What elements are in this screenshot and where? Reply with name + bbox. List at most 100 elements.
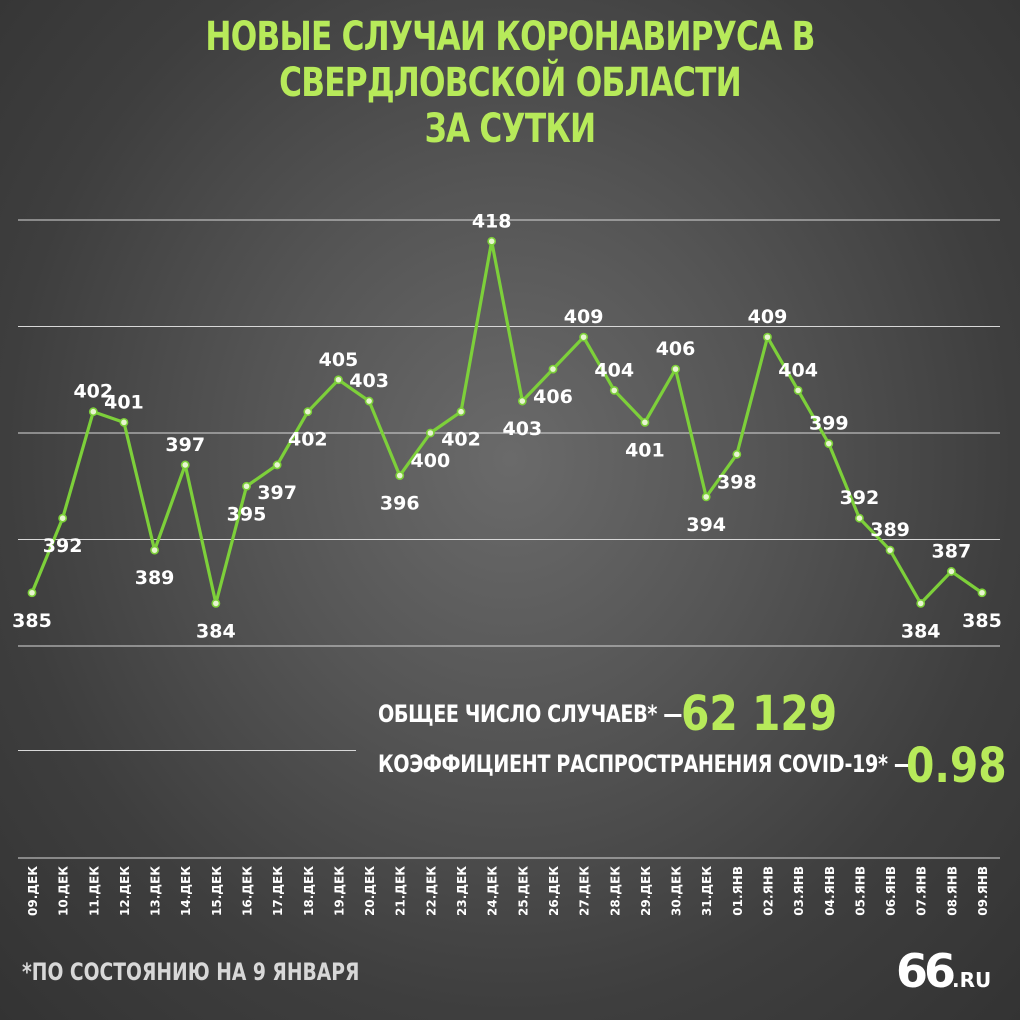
data-labels: 3853924024013893973843953974024054033964… [12,210,1002,642]
series-line [30,239,983,606]
data-label: 403 [502,418,542,440]
data-label: 409 [564,306,604,328]
data-point [425,428,435,438]
data-point [456,407,466,417]
data-label: 397 [165,434,205,456]
data-point [946,567,956,576]
total-cases-row: ОБЩЕЕ ЧИСЛО СЛУЧАЕВ* — 62 129 [378,686,837,742]
data-point [395,471,405,480]
chart-title-line1: НОВЫЕ СЛУЧАИ КОРОНАВИРУСА В СВЕРДЛОВСКОЙ… [205,14,815,106]
x-tick-label: 08.ЯНВ [945,866,959,916]
data-label: 404 [778,359,818,381]
rt-label: КОЭФФИЦИЕНТ РАСПРОСТРАНЕНИЯ COVID-19* — [378,750,913,778]
total-cases-label: ОБЩЕЕ ЧИСЛО СЛУЧАЕВ* — [378,700,683,728]
x-tick-label: 11.ДЕК [87,866,101,916]
x-tick-label: 30.ДЕК [670,866,684,916]
data-points [27,236,987,608]
x-tick-label: 26.ДЕК [547,866,561,916]
x-tick-label: 07.ЯНВ [915,866,929,916]
data-label: 397 [257,482,297,504]
x-tick-label: 31.ДЕК [700,866,714,916]
data-label: 399 [809,413,849,435]
series-line-group [30,239,983,606]
data-point [609,385,619,395]
data-point [793,385,803,395]
x-tick-label: 24.ДЕК [486,866,500,916]
data-label: 384 [196,620,236,642]
separator-line [18,750,356,751]
data-label: 401 [625,439,665,461]
data-label: 406 [656,338,696,360]
data-point [640,417,650,427]
x-tick-label: 14.ДЕК [179,866,193,916]
data-label: 403 [349,370,389,392]
x-tick-label: 10.ДЕК [57,866,71,916]
x-tick-label: 20.ДЕК [363,866,377,916]
data-label: 418 [472,210,512,232]
data-point [272,460,282,470]
logo-number: 66 [896,944,956,998]
x-tick-label: 16.ДЕК [241,866,255,916]
data-point [517,396,527,406]
x-tick-label: 22.ДЕК [424,866,438,916]
x-tick-label: 02.ЯНВ [761,866,775,916]
data-point [119,417,129,427]
data-point [885,545,895,555]
x-tick-label: 12.ДЕК [118,866,132,916]
x-tick-label: 28.ДЕК [608,866,622,916]
data-point [303,407,313,417]
rt-value: 0.98 [906,738,1007,794]
data-label: 384 [901,620,941,642]
chart-title: НОВЫЕ СЛУЧАИ КОРОНАВИРУСА В СВЕРДЛОВСКОЙ… [112,14,908,152]
data-label: 396 [380,493,420,515]
data-point [916,599,926,608]
data-label: 400 [411,450,451,472]
data-point [27,588,37,598]
x-tick-label: 05.ЯНВ [853,866,867,916]
data-point [977,588,987,598]
x-tick-label: 15.ДЕК [210,866,224,916]
x-tick-label: 06.ЯНВ [884,866,898,916]
data-label: 409 [748,306,788,328]
site-logo: 66.RU [896,944,991,998]
data-point [824,439,834,449]
x-tick-label: 09.ДЕК [26,866,40,916]
data-point [548,364,558,374]
data-label: 406 [533,386,573,408]
data-label: 387 [932,540,972,562]
data-label: 402 [73,381,113,403]
data-point [701,492,711,502]
x-tick-label: 04.ЯНВ [823,866,837,916]
rt-row: КОЭФФИЦИЕНТ РАСПРОСТРАНЕНИЯ COVID-19* — … [378,738,1020,794]
logo-domain: .RU [952,968,992,992]
data-label: 402 [288,429,328,451]
x-axis-ticks: 09.ДЕК 10.ДЕК 11.ДЕК 12.ДЕК 13.ДЕК 14.ДЕК 15.Д… [26,866,990,916]
x-tick-label: 01.ЯНВ [731,866,745,916]
total-cases-value: 62 129 [681,686,838,742]
data-label: 385 [12,610,52,632]
data-point [487,236,497,246]
x-tick-label: 21.ДЕК [394,866,408,916]
data-point [211,599,221,608]
data-point [364,396,374,406]
data-label: 404 [594,359,634,381]
chart-title-line2: ЗА СУТКИ [424,106,597,152]
x-tick-label: 19.ДЕК [332,866,346,916]
data-label: 405 [319,349,359,371]
x-tick-label: 03.ЯНВ [792,866,806,916]
data-label: 392 [43,535,83,557]
x-tick-label: 18.ДЕК [302,866,316,916]
data-label: 401 [104,391,144,413]
data-point [763,332,772,342]
data-point [855,513,864,523]
data-point [732,449,742,459]
data-label: 398 [717,471,757,493]
data-label: 394 [686,514,726,536]
x-tick-label: 09.ЯНВ [976,866,990,916]
x-tick-label: 23.ДЕК [455,866,469,916]
data-label: 389 [135,567,175,589]
x-tick-label: 25.ДЕК [516,866,530,916]
data-label: 389 [870,519,910,541]
data-label: 385 [962,610,1002,632]
